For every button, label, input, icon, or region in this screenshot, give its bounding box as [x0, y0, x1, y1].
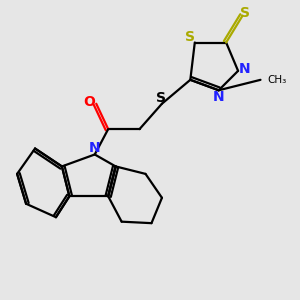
Text: S: S [185, 30, 195, 44]
Text: CH₃: CH₃ [267, 75, 286, 85]
Text: S: S [156, 91, 166, 105]
Text: N: N [239, 62, 250, 76]
Text: S: S [240, 6, 250, 20]
Text: N: N [88, 141, 100, 155]
Text: N: N [213, 90, 224, 104]
Text: O: O [84, 95, 96, 109]
